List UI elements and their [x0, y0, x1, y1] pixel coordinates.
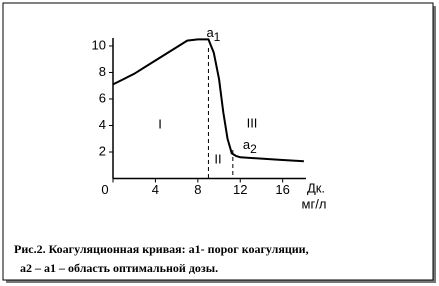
- region-label: II: [214, 151, 221, 166]
- x-axis-unit: мг/л: [302, 196, 327, 211]
- caption-line: Рис.2. Коагуляционная кривая: а1- порог …: [14, 242, 309, 256]
- caption-line: а2 – а1 – область оптимальной дозы.: [20, 261, 218, 275]
- x-tick-label: 16: [275, 182, 289, 197]
- x-tick-label: 0: [101, 182, 108, 197]
- curve: [112, 38, 304, 163]
- marker-label: a1: [206, 25, 220, 44]
- frame: [2, 2, 434, 281]
- region-label: I: [158, 116, 162, 131]
- y-tick-label: 2: [99, 143, 106, 158]
- marker-letter: a: [206, 25, 214, 40]
- marker-label: a2: [243, 137, 257, 156]
- marker-letter: a: [243, 137, 251, 152]
- x-axis-label: Дк.: [307, 180, 325, 195]
- y-tick-label: 4: [99, 117, 106, 132]
- y-tick-label: 8: [99, 64, 106, 79]
- x-tick-label: 12: [233, 182, 247, 197]
- region-label: III: [247, 115, 258, 130]
- y-tick-label: 10: [92, 37, 106, 52]
- x-tick-label: 4: [152, 182, 159, 197]
- marker-subscript: 2: [250, 142, 257, 156]
- marker-subscript: 1: [214, 30, 221, 44]
- y-tick-label: 6: [99, 90, 106, 105]
- x-tick-label: 8: [194, 182, 201, 197]
